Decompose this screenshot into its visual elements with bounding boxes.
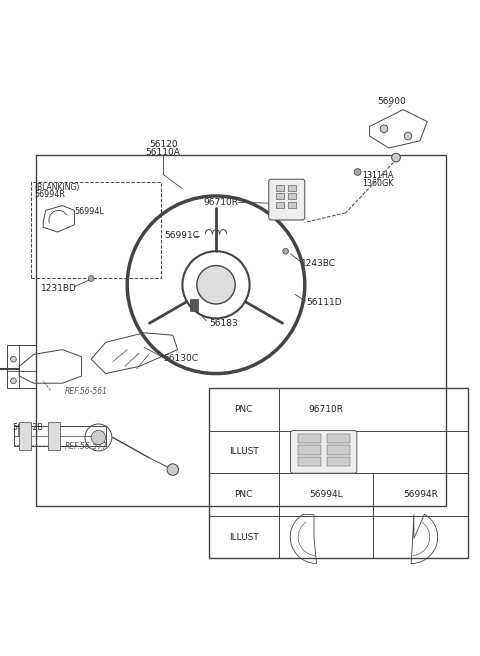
Bar [288, 185, 296, 191]
Circle shape [88, 276, 94, 281]
Text: 56994L: 56994L [309, 490, 343, 499]
Circle shape [392, 154, 400, 162]
Bar [36, 155, 446, 506]
Bar [298, 445, 321, 455]
Bar [209, 388, 468, 558]
Text: PNC: PNC [235, 490, 253, 499]
Circle shape [11, 378, 16, 384]
Text: REF.56-577: REF.56-577 [65, 442, 108, 451]
Text: 96710R: 96710R [204, 197, 238, 207]
Bar [288, 193, 296, 199]
Bar [190, 299, 198, 311]
Text: PNC: PNC [235, 405, 253, 414]
Bar [327, 445, 349, 455]
Text: 56900: 56900 [377, 97, 406, 106]
Text: ILLUST: ILLUST [229, 533, 259, 542]
Text: 1231BD: 1231BD [41, 283, 77, 293]
Circle shape [404, 132, 412, 140]
Text: ILLUST: ILLUST [229, 447, 259, 457]
Bar [19, 422, 31, 451]
Bar [48, 422, 60, 451]
Circle shape [380, 125, 388, 133]
Bar [327, 457, 349, 466]
Text: 56120: 56120 [149, 140, 178, 149]
Circle shape [197, 266, 235, 304]
Bar [327, 434, 349, 443]
Text: 56994R: 56994R [403, 490, 438, 499]
Bar [288, 202, 296, 208]
Text: 56991C: 56991C [165, 232, 200, 240]
Text: 1243BC: 1243BC [301, 259, 336, 268]
Text: 96710R: 96710R [309, 405, 344, 414]
Circle shape [354, 169, 361, 175]
Text: 1311HA: 1311HA [362, 171, 394, 180]
FancyBboxPatch shape [290, 430, 357, 473]
Bar [298, 457, 321, 466]
Text: 56130C: 56130C [163, 354, 198, 363]
Circle shape [91, 430, 106, 445]
Text: 56110A: 56110A [146, 148, 180, 157]
Bar [7, 345, 36, 388]
Text: (BLANKING): (BLANKING) [35, 183, 80, 192]
Text: 56992B: 56992B [12, 423, 43, 432]
Text: 56994L: 56994L [74, 207, 104, 216]
Text: 56994R: 56994R [35, 190, 65, 199]
Text: REF.56-561: REF.56-561 [65, 387, 108, 396]
Bar [276, 193, 284, 199]
Text: 56111D: 56111D [306, 298, 342, 307]
Circle shape [283, 249, 288, 254]
Bar [298, 434, 321, 443]
Text: 1360GK: 1360GK [362, 178, 394, 188]
Bar [31, 182, 161, 277]
Bar [276, 202, 284, 208]
Circle shape [167, 464, 179, 476]
Circle shape [11, 356, 16, 362]
Text: 56183: 56183 [209, 319, 238, 328]
Bar [14, 426, 106, 445]
FancyBboxPatch shape [269, 179, 305, 220]
Bar [276, 185, 284, 191]
